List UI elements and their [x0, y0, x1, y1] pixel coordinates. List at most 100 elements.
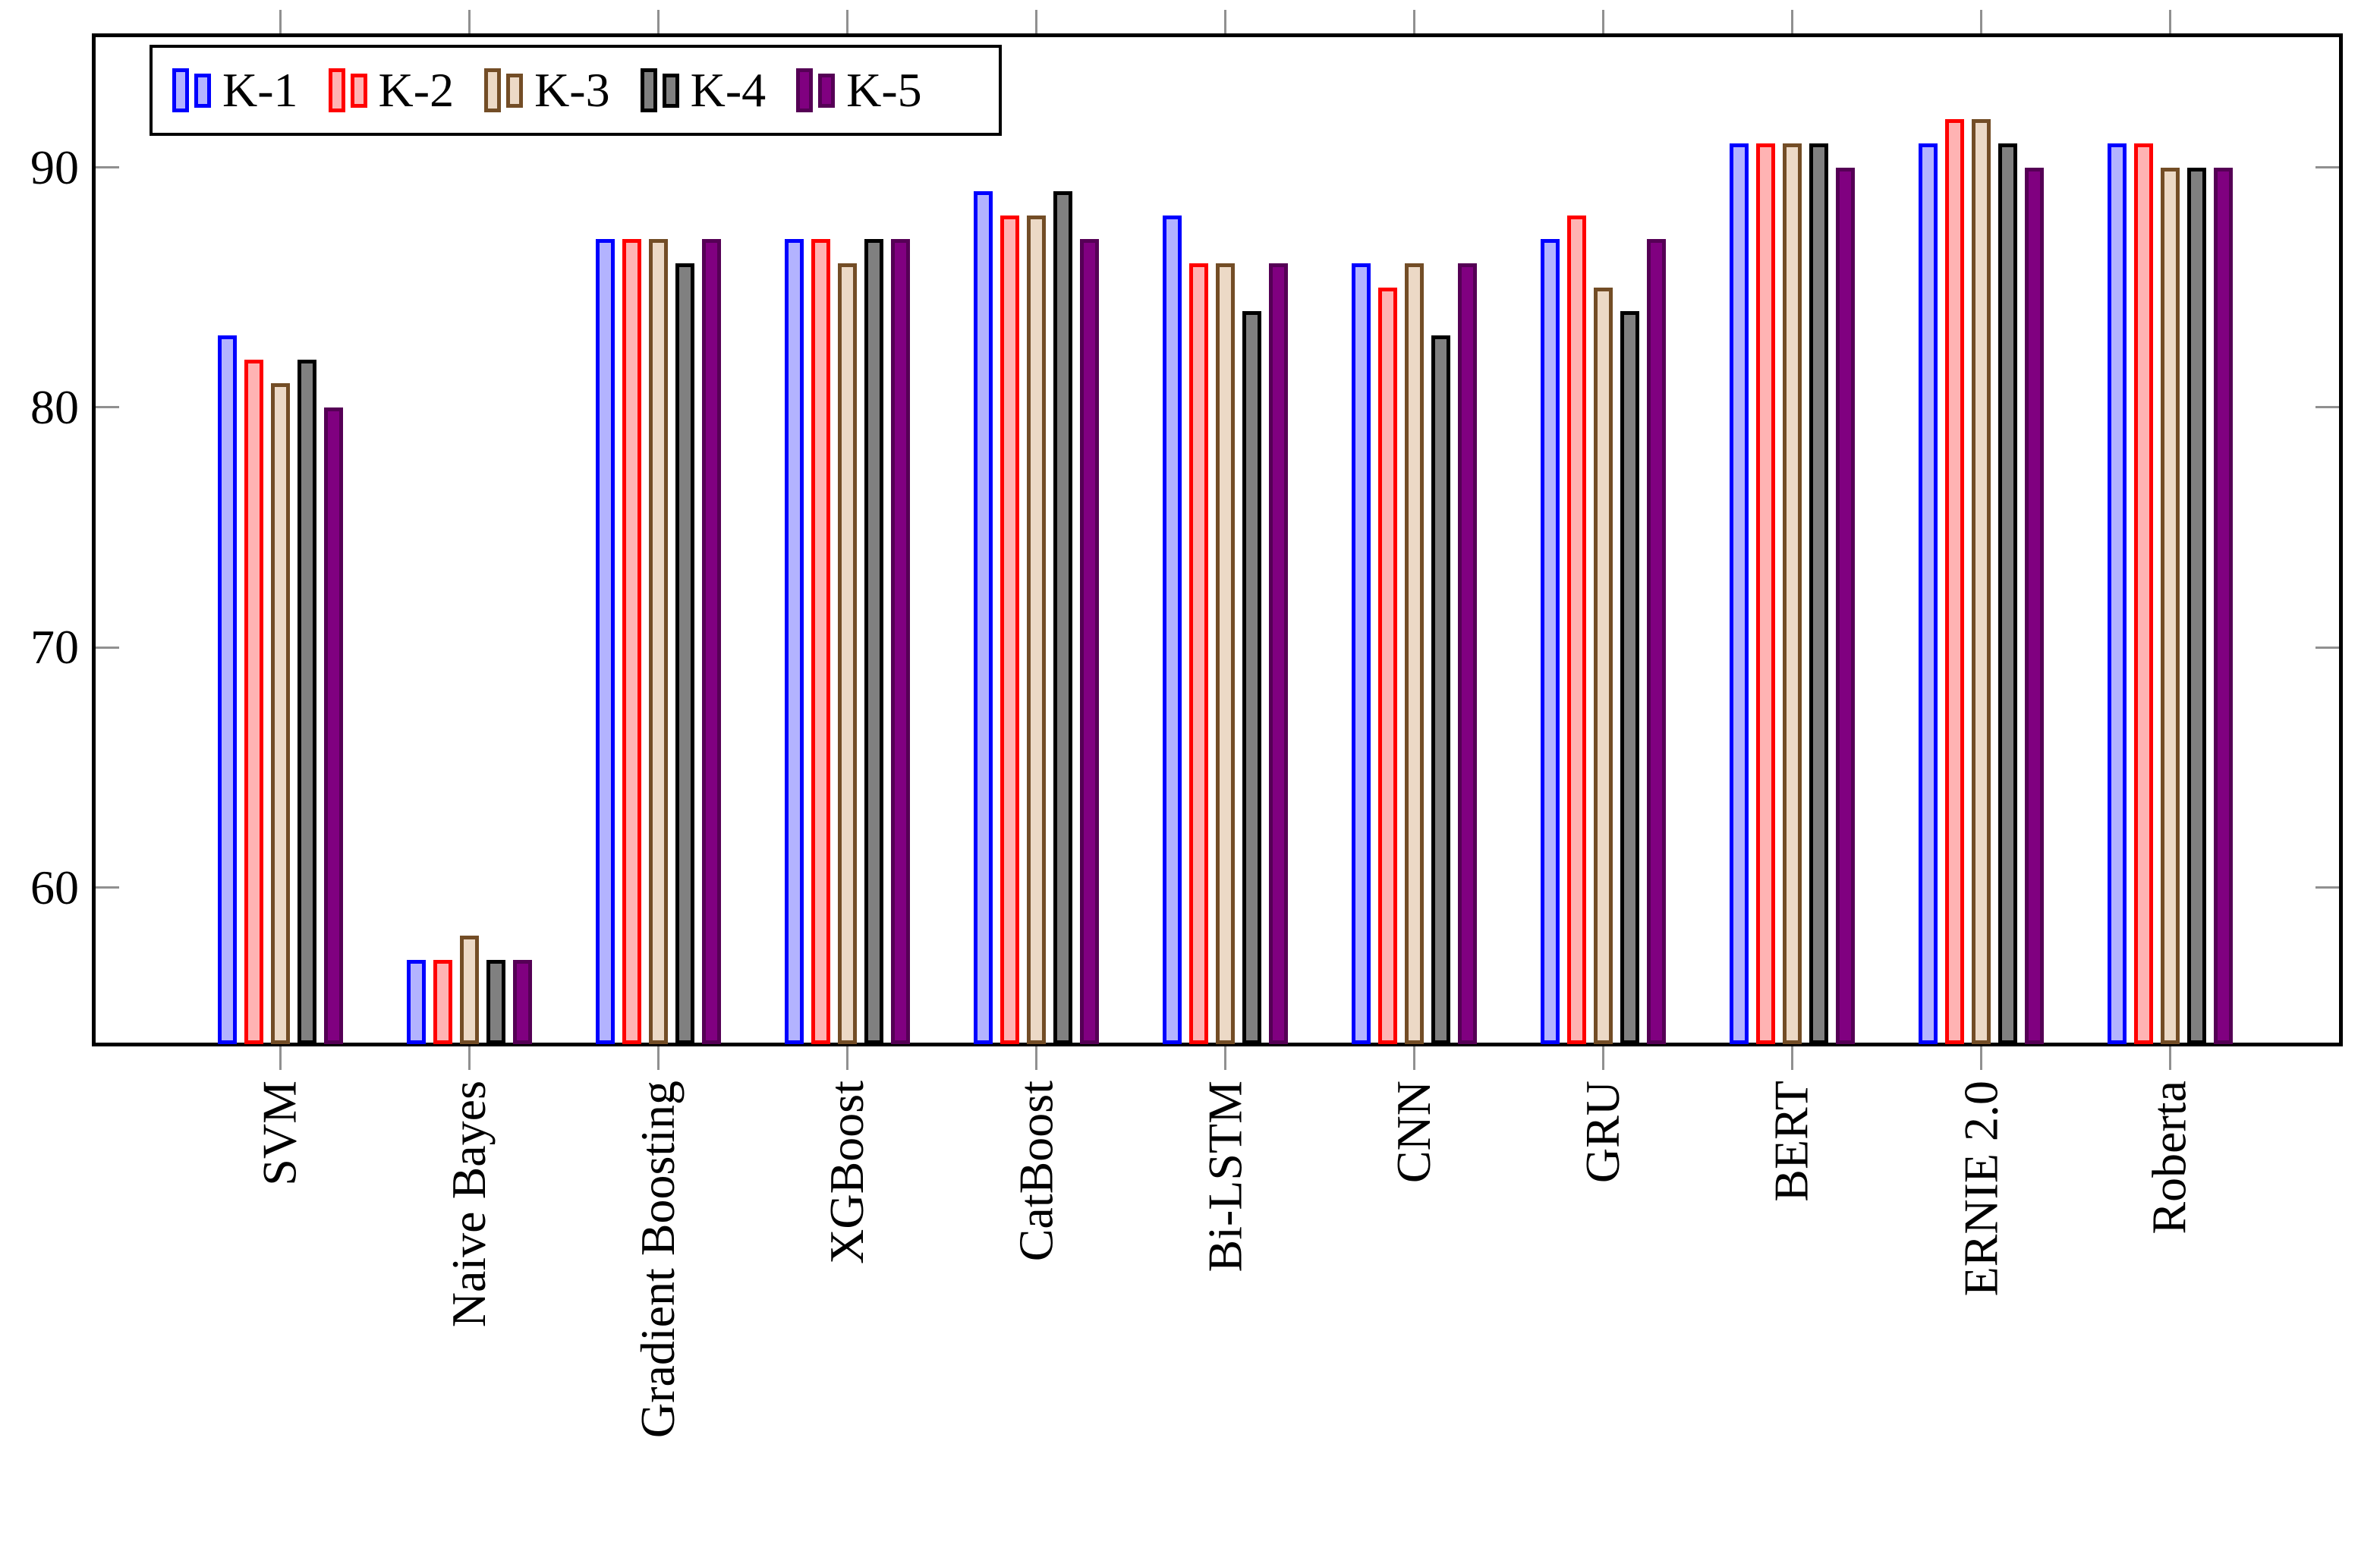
- legend-entry-k-5: K-5: [796, 66, 922, 115]
- legend-label: K-4: [690, 63, 767, 117]
- x-axis-label: XGBoost: [820, 1081, 874, 1264]
- bar-K-5-gradient-boosting: [701, 239, 721, 1044]
- bar-K-4-bert: [1809, 143, 1828, 1044]
- legend-label: K-1: [222, 63, 298, 117]
- bar-K-4-cnn: [1431, 335, 1450, 1044]
- legend-swatch-icon: [640, 68, 657, 112]
- x-tick: [1412, 10, 1415, 33]
- bar-K-1-xgboost: [784, 239, 804, 1044]
- bar-K-4-gradient-boosting: [675, 263, 694, 1044]
- x-axis-label: ERNIE 2.0: [1953, 1081, 2007, 1297]
- bar-K-4-naive-bayes: [486, 959, 505, 1044]
- x-tick: [656, 10, 660, 33]
- bar-K-2-roberta: [2133, 143, 2153, 1044]
- legend-entry-k-4: K-4: [640, 63, 767, 117]
- legend-swatch-icon: [350, 73, 367, 108]
- bar-K-3-bi-lstm: [1215, 263, 1235, 1044]
- y-tick: [2315, 406, 2339, 409]
- x-tick: [468, 1046, 471, 1070]
- x-tick: [1412, 1046, 1415, 1070]
- x-axis-label: Bi-LSTM: [1198, 1081, 1251, 1273]
- x-tick: [1223, 1046, 1226, 1070]
- bar-K-4-gru: [1620, 311, 1639, 1044]
- x-tick: [845, 1046, 848, 1070]
- y-tick: [96, 646, 119, 649]
- bar-K-3-svm: [270, 383, 290, 1044]
- y-tick-label: 90: [30, 140, 79, 194]
- legend-swatch-icon: [194, 73, 211, 108]
- bar-K-1-cnn: [1351, 263, 1371, 1044]
- bar-K-1-naive-bayes: [406, 959, 426, 1044]
- y-tick: [2315, 166, 2339, 168]
- x-axis-label: BERT: [1765, 1081, 1818, 1202]
- bar-K-1-svm: [217, 335, 237, 1044]
- x-tick: [1979, 1046, 1982, 1070]
- y-tick-label: 80: [30, 379, 79, 434]
- bar-K-2-naive-bayes: [433, 959, 452, 1044]
- y-tick: [2315, 646, 2339, 649]
- bar-K-5-svm: [323, 407, 343, 1044]
- legend-label: K-2: [378, 63, 455, 117]
- x-tick: [1790, 10, 1793, 33]
- y-tick-label: 70: [30, 620, 79, 675]
- legend-swatch-icon: [796, 68, 814, 112]
- bar-K-1-bi-lstm: [1162, 215, 1182, 1044]
- x-tick: [1601, 10, 1604, 33]
- x-tick: [468, 10, 471, 33]
- legend-swatch-icon: [328, 68, 345, 112]
- bar-K-2-gru: [1566, 215, 1586, 1044]
- legend-swatch-icon: [662, 73, 679, 108]
- bar-K-4-roberta: [2186, 167, 2206, 1044]
- legend-swatch-icon: [172, 68, 189, 112]
- bar-K-5-bert: [1835, 167, 1855, 1044]
- bar-K-5-gru: [1646, 239, 1666, 1044]
- bar-K-5-xgboost: [890, 239, 910, 1044]
- x-axis-label: CatBoost: [1009, 1081, 1062, 1262]
- bar-K-4-svm: [297, 359, 316, 1044]
- x-tick: [279, 1046, 282, 1070]
- bar-K-3-gru: [1593, 287, 1613, 1044]
- y-tick: [96, 406, 119, 409]
- bar-K-1-roberta: [2107, 143, 2127, 1044]
- legend-entry-k-3: K-3: [484, 66, 610, 115]
- y-tick-label: 60: [30, 860, 79, 914]
- legend-label: K-3: [534, 63, 610, 117]
- bar-K-3-naive-bayes: [459, 935, 479, 1044]
- bar-K-1-ernie-2-0: [1918, 143, 1938, 1044]
- x-tick: [1034, 1046, 1037, 1070]
- x-axis-label: Gradient Boosting: [631, 1081, 685, 1439]
- bar-K-3-cnn: [1404, 263, 1424, 1044]
- legend-swatch-icon: [484, 68, 502, 112]
- y-tick: [2315, 886, 2339, 889]
- x-tick: [1601, 1046, 1604, 1070]
- bar-K-2-catboost: [1000, 215, 1019, 1044]
- x-tick: [279, 10, 282, 33]
- legend-swatch-icon: [506, 73, 524, 108]
- bar-K-5-cnn: [1457, 263, 1477, 1044]
- bar-K-5-bi-lstm: [1268, 263, 1288, 1044]
- x-tick: [2168, 10, 2171, 33]
- bar-K-2-svm: [244, 359, 263, 1044]
- bar-K-5-ernie-2-0: [2024, 167, 2044, 1044]
- bar-K-1-catboost: [973, 191, 993, 1044]
- bar-K-5-roberta: [2213, 167, 2233, 1044]
- x-tick: [656, 1046, 660, 1070]
- bar-K-1-gru: [1540, 239, 1560, 1044]
- bar-K-4-xgboost: [864, 239, 883, 1044]
- plot-area: [92, 33, 2343, 1046]
- y-tick: [96, 886, 119, 889]
- bar-K-3-gradient-boosting: [648, 239, 668, 1044]
- legend-swatch-icon: [818, 73, 836, 108]
- x-tick: [2168, 1046, 2171, 1070]
- legend-entry-k-1: K-1: [172, 66, 298, 115]
- x-axis-label: Naive Bayes: [442, 1081, 496, 1328]
- bar-K-3-xgboost: [837, 263, 857, 1044]
- bar-K-2-xgboost: [811, 239, 830, 1044]
- bar-K-5-naive-bayes: [512, 959, 532, 1044]
- x-axis-label: CNN: [1387, 1081, 1440, 1184]
- bar-K-3-roberta: [2160, 167, 2180, 1044]
- bar-K-2-ernie-2-0: [1944, 119, 1964, 1044]
- bar-K-3-catboost: [1026, 215, 1046, 1044]
- legend-entry-k-2: K-2: [328, 63, 455, 117]
